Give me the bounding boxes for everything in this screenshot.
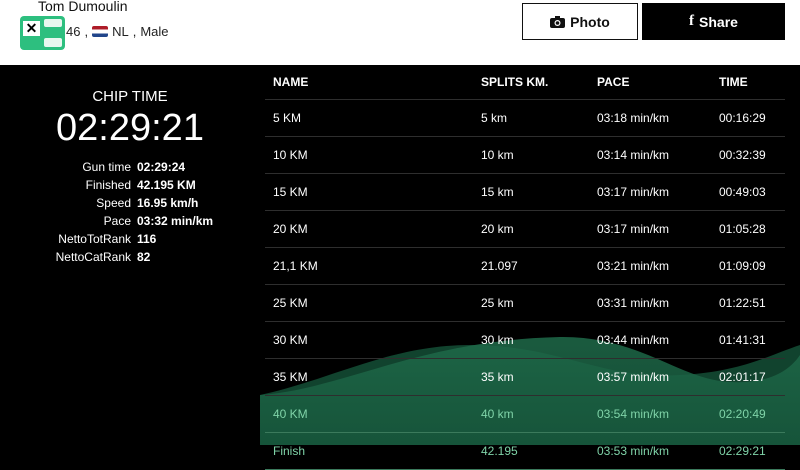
chip-time-label: CHIP TIME [92, 88, 168, 105]
table-cell: 21.097 [481, 259, 518, 273]
column-header: TIME [719, 75, 748, 89]
header: Tom Dumoulin ✕ 46, NL, Male Photo f Shar… [0, 0, 800, 65]
table-cell: 5 KM [273, 111, 302, 125]
table-cell: 42.195 [481, 444, 518, 458]
table-cell: 03:31 min/km [597, 296, 670, 310]
stat-row: NettoCatRank 82 [0, 248, 260, 266]
country: NL [112, 24, 129, 39]
table-cell: 00:32:39 [719, 148, 766, 162]
column-header: PACE [597, 75, 630, 89]
table-row: 25 KM 25 km 03:31 min/km 01:22:51 [265, 285, 785, 322]
stat-label: NettoCatRank [55, 250, 131, 264]
stat-label: NettoTotRank [58, 232, 131, 246]
stat-row: Pace 03:32 min/km [0, 212, 260, 230]
stat-label: Speed [96, 196, 131, 210]
table-cell: 02:01:17 [719, 370, 766, 384]
stat-value: 02:29:24 [137, 160, 186, 174]
app-logo: ✕ [20, 16, 65, 50]
chip-time-value: 02:29:21 [56, 107, 204, 149]
table-cell: 03:53 min/km [597, 444, 670, 458]
table-cell: 25 KM [273, 296, 308, 310]
gender: Male [140, 24, 169, 39]
table-header: NAME SPLITS KM. PACE TIME [265, 65, 785, 100]
table-cell: Finish [273, 444, 306, 458]
stat-value: 116 [137, 232, 157, 246]
table-cell: 00:49:03 [719, 185, 766, 199]
table-cell: 03:14 min/km [597, 148, 670, 162]
table-cell: 10 km [481, 148, 514, 162]
table-cell: 21,1 KM [273, 259, 318, 273]
column-header: SPLITS KM. [481, 75, 549, 89]
stat-row: NettoTotRank 116 [0, 230, 260, 248]
table-cell: 40 KM [273, 407, 308, 421]
bib-number: 46 [66, 24, 81, 39]
table-cell: 01:09:09 [719, 259, 766, 273]
table-cell: 03:18 min/km [597, 111, 670, 125]
facebook-icon: f [689, 13, 695, 29]
splits-table: NAME SPLITS KM. PACE TIME 5 KM 5 km 03:18 min/… [265, 65, 785, 470]
table-cell: 03:54 min/km [597, 407, 670, 421]
table-cell: 01:22:51 [719, 296, 766, 310]
table-cell: 15 km [481, 185, 514, 199]
table-cell: 25 km [481, 296, 514, 310]
table-row: 5 KM 5 km 03:18 min/km 00:16:29 [265, 100, 785, 137]
table-cell: 02:29:21 [719, 444, 766, 458]
athlete-name: Tom Dumoulin [38, 0, 128, 14]
stat-row: Speed 16.95 km/h [0, 194, 260, 212]
table-cell: 00:16:29 [719, 111, 766, 125]
table-cell: 03:44 min/km [597, 333, 670, 347]
camera-icon [550, 16, 566, 28]
table-cell: 35 KM [273, 370, 308, 384]
table-row: 30 KM 30 km 03:44 min/km 01:41:31 [265, 322, 785, 359]
photo-button[interactable]: Photo [522, 3, 638, 40]
stat-row: Finished 42.195 KM [0, 176, 260, 194]
table-cell: 30 km [481, 333, 514, 347]
table-cell: 40 km [481, 407, 514, 421]
flag-nl-icon [92, 26, 109, 37]
athlete-meta: 46, NL, Male [66, 24, 169, 39]
table-cell: 03:17 min/km [597, 222, 670, 236]
share-button[interactable]: f Share [642, 3, 785, 40]
table-cell: 01:41:31 [719, 333, 766, 347]
column-header: NAME [273, 75, 309, 89]
table-cell: 03:17 min/km [597, 185, 670, 199]
table-cell: 15 KM [273, 185, 308, 199]
table-cell: 20 km [481, 222, 514, 236]
table-cell: 10 KM [273, 148, 308, 162]
stat-value: 16.95 km/h [137, 196, 199, 210]
stat-label: Finished [85, 178, 131, 192]
table-cell: 30 KM [273, 333, 308, 347]
table-cell: 5 km [481, 111, 508, 125]
table-cell: 20 KM [273, 222, 308, 236]
table-row: 35 KM 35 km 03:57 min/km 02:01:17 [265, 359, 785, 396]
table-cell: 02:20:49 [719, 407, 766, 421]
table-cell: 35 km [481, 370, 514, 384]
stat-value: 03:32 min/km [137, 214, 214, 228]
table-cell: 03:57 min/km [597, 370, 670, 384]
table-cell: 03:21 min/km [597, 259, 670, 273]
table-row: 20 KM 20 km 03:17 min/km 01:05:28 [265, 211, 785, 248]
table-row: Finish 42.195 03:53 min/km 02:29:21 [265, 433, 785, 470]
stat-label: Pace [103, 214, 131, 228]
stat-value: 82 [137, 250, 151, 264]
table-row: 15 KM 15 km 03:17 min/km 00:49:03 [265, 174, 785, 211]
table-cell: 01:05:28 [719, 222, 766, 236]
table-row: 10 KM 10 km 03:14 min/km 00:32:39 [265, 137, 785, 174]
table-row: 40 KM 40 km 03:54 min/km 02:20:49 [265, 396, 785, 433]
table-row: 21,1 KM 21.097 03:21 min/km 01:09:09 [265, 248, 785, 285]
stat-row: Gun time 02:29:24 [0, 158, 260, 176]
stat-value: 42.195 KM [137, 178, 196, 192]
stat-label: Gun time [82, 160, 131, 174]
